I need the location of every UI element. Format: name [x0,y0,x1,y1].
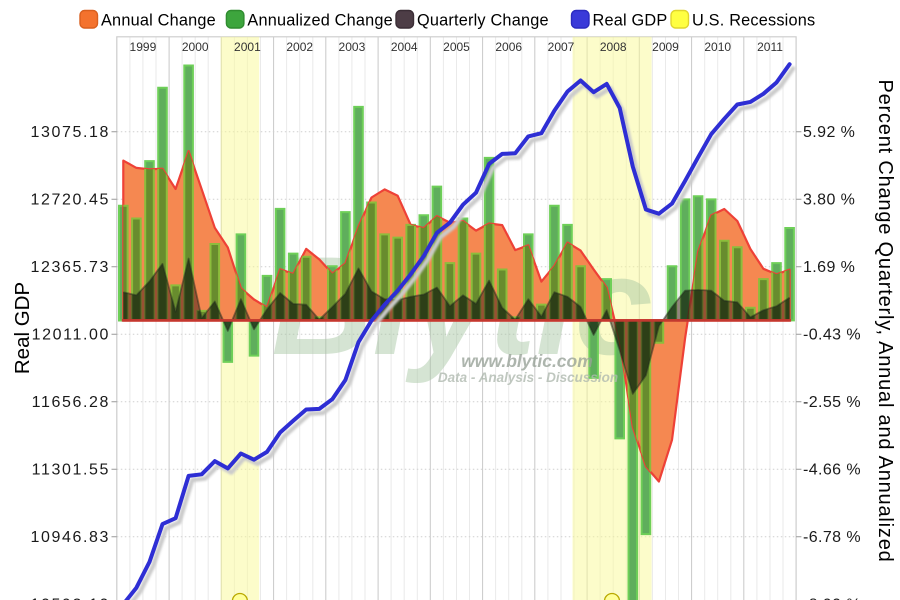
svg-text:10946.83: 10946.83 [30,529,110,546]
svg-text:13075.18: 13075.18 [30,124,110,141]
svg-text:2000: 2000 [182,40,209,54]
svg-text:U.S. Recessions: U.S. Recessions [692,12,815,30]
svg-text:Real GDP: Real GDP [593,12,668,30]
svg-text:12011.00: 12011.00 [32,327,110,344]
svg-text:r: r [610,597,615,600]
svg-text:11301.55: 11301.55 [32,462,110,479]
svg-text:2010: 2010 [704,40,731,54]
svg-text:r: r [238,597,243,600]
svg-text:2007: 2007 [548,40,575,54]
svg-text:2008: 2008 [600,40,627,54]
svg-text:-2.55 %: -2.55 % [803,394,861,411]
svg-text:2005: 2005 [443,40,470,54]
svg-text:2009: 2009 [652,40,679,54]
svg-text:11656.28: 11656.28 [32,394,110,411]
svg-text:www.blytic.com: www.blytic.com [461,351,593,371]
svg-text:1.69 %: 1.69 % [803,259,855,276]
svg-text:Data - Analysis - Discussion: Data - Analysis - Discussion [438,370,618,385]
svg-text:-4.66 %: -4.66 % [803,462,861,479]
svg-text:-6.78 %: -6.78 % [803,529,861,546]
svg-text:Annualized Change: Annualized Change [247,12,393,30]
svg-text:2001: 2001 [234,40,261,54]
svg-text:3.80 %: 3.80 % [803,192,855,209]
svg-text:12365.73: 12365.73 [30,259,110,276]
svg-text:-8.90 %: -8.90 % [803,597,861,600]
svg-text:2003: 2003 [339,40,366,54]
svg-text:Percent Change Quarterly, Annu: Percent Change Quarterly, Annual and Ann… [874,79,896,562]
svg-text:Real GDP: Real GDP [11,282,34,374]
svg-text:2004: 2004 [391,40,418,54]
svg-text:2006: 2006 [495,40,522,54]
svg-text:2011: 2011 [757,40,783,54]
svg-text:-0.43 %: -0.43 % [803,327,861,344]
svg-text:5.92 %: 5.92 % [803,124,855,141]
svg-text:Annual Change: Annual Change [101,12,216,30]
svg-text:1999: 1999 [130,40,157,54]
svg-text:10592.10: 10592.10 [30,597,110,600]
svg-text:Quarterly Change: Quarterly Change [417,12,549,30]
svg-text:2002: 2002 [286,40,313,54]
svg-text:12720.45: 12720.45 [30,192,110,209]
